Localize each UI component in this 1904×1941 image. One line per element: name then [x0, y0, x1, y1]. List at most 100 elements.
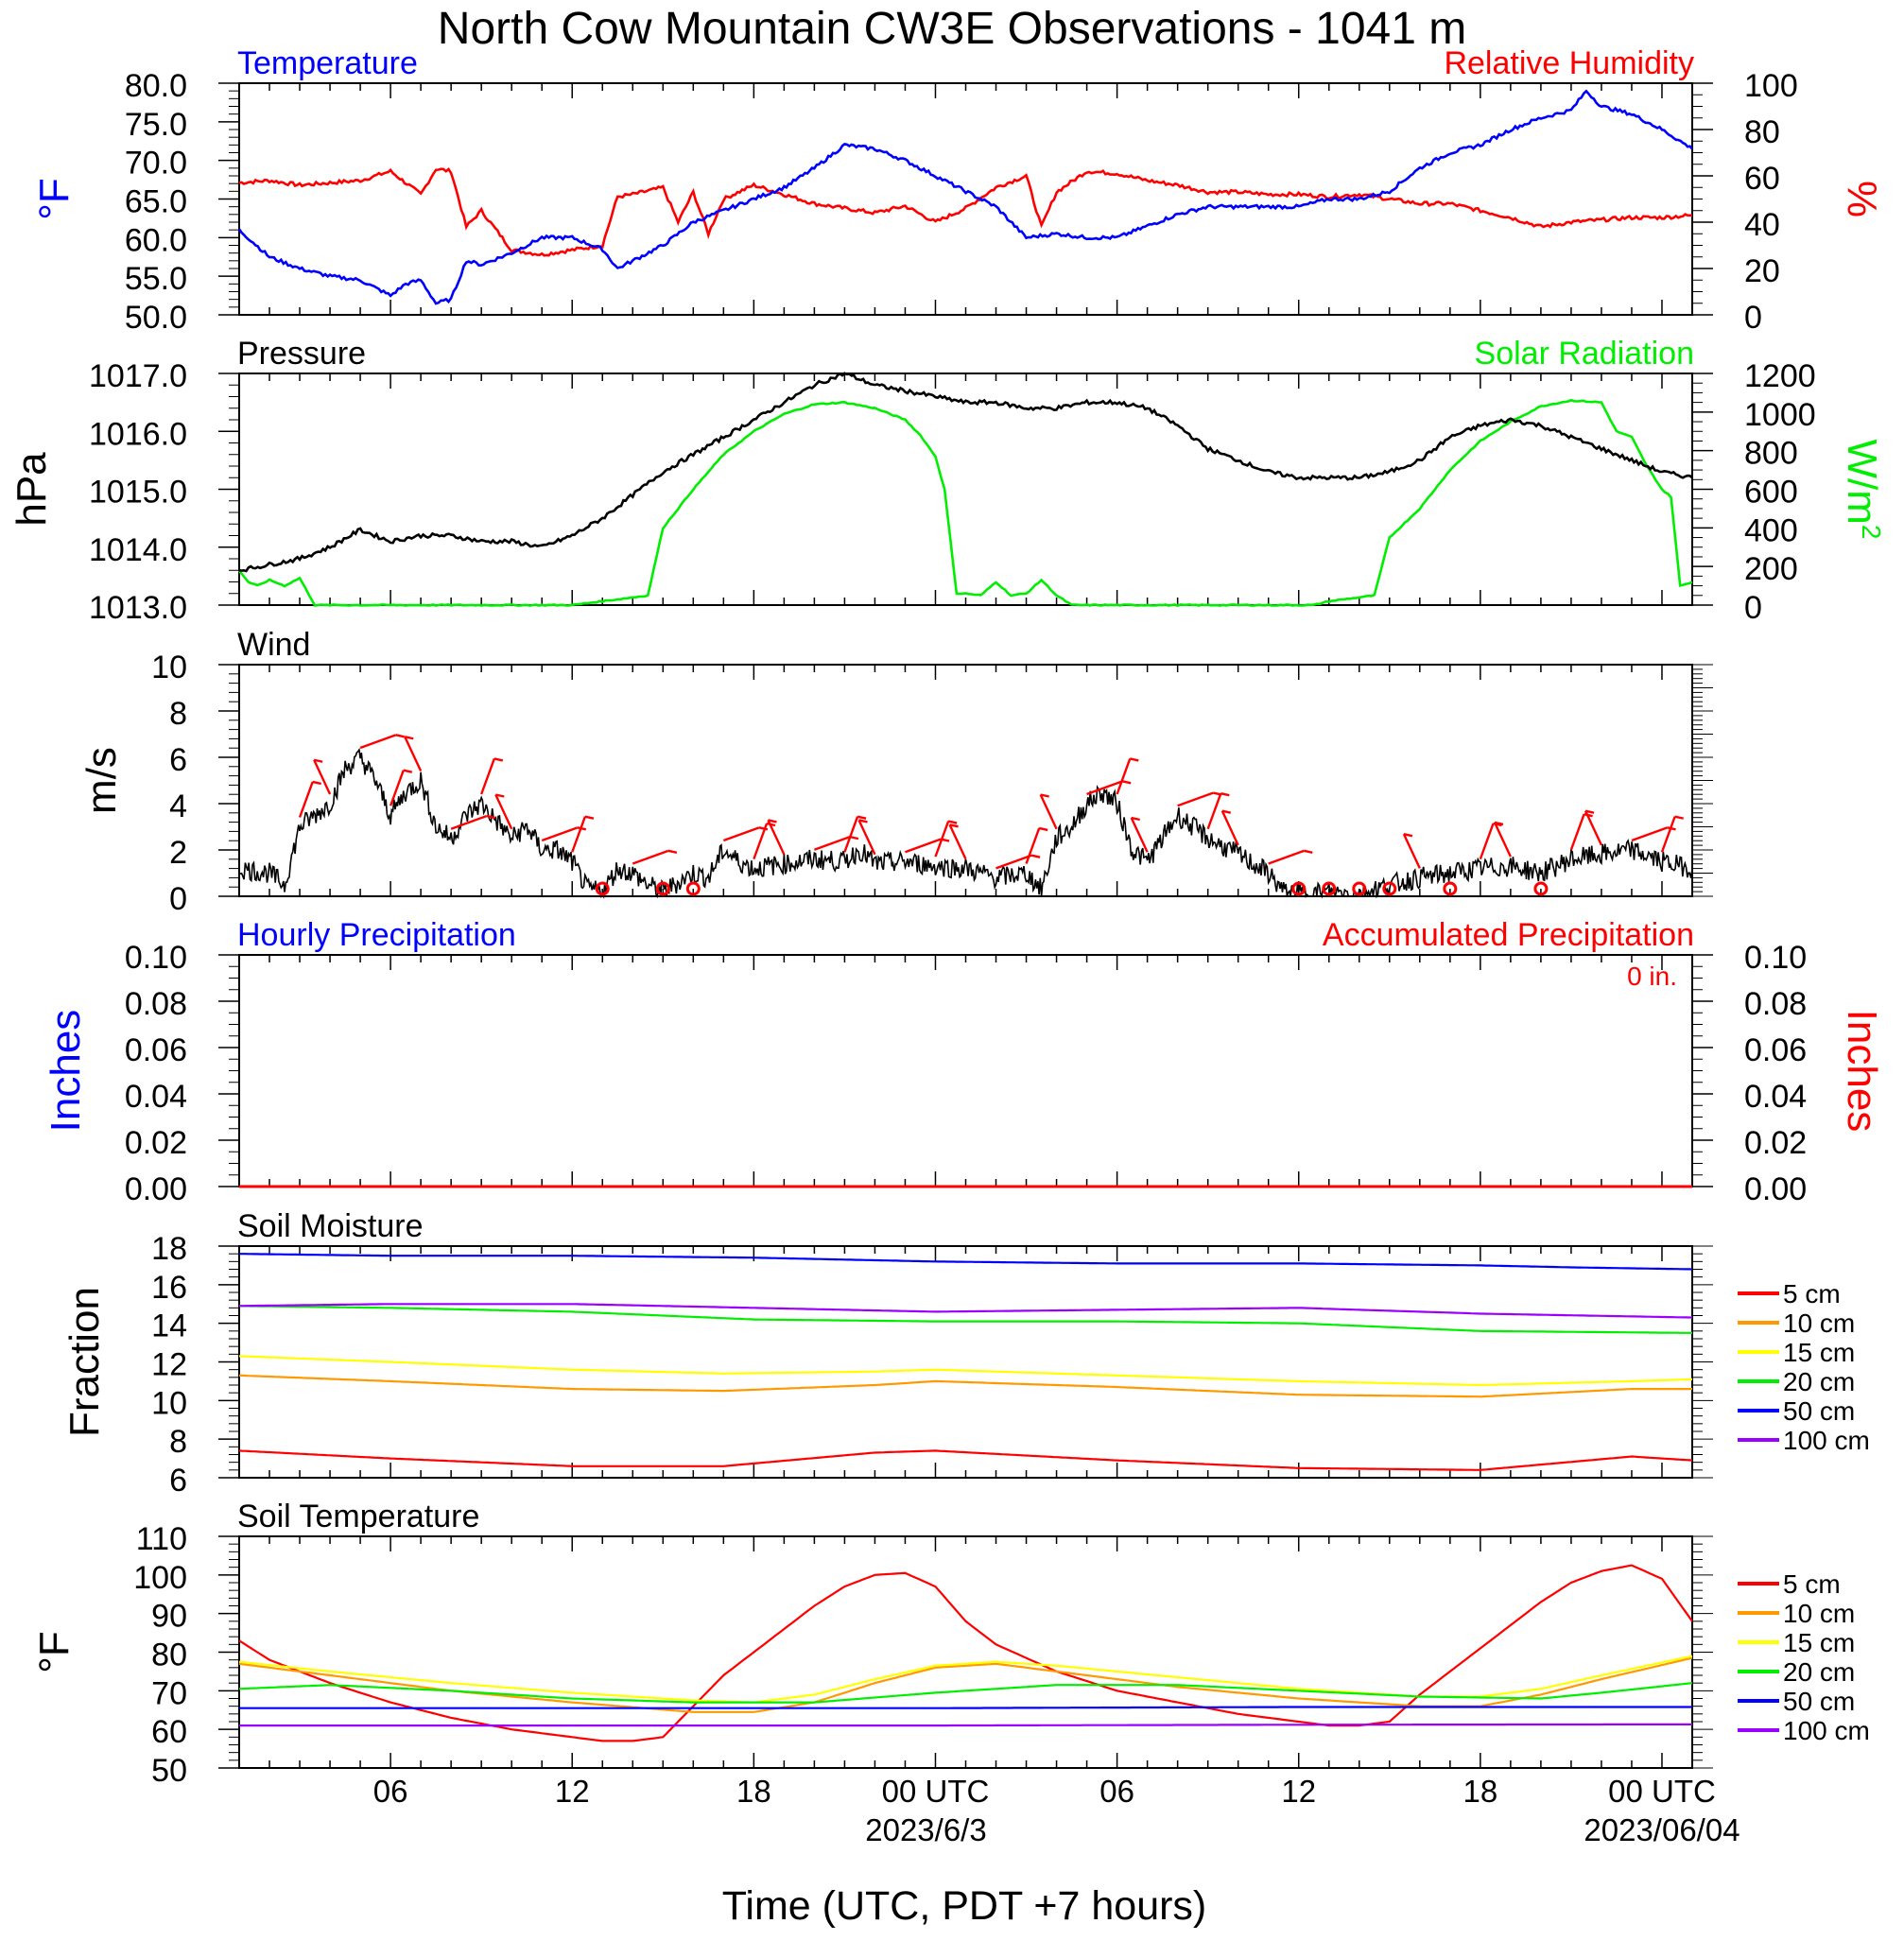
- soil-moisture-axis-tick-label: 6: [169, 1463, 187, 1499]
- soil-moisture-legend-label: 20 cm: [1783, 1367, 1855, 1396]
- wind-barb-flag: [758, 826, 769, 831]
- wind-barb: [1268, 849, 1305, 865]
- soil-moisture-axis-tick-label: 16: [151, 1270, 187, 1306]
- solar-axis-tick-label: 800: [1744, 436, 1798, 472]
- pressure-axis-label: hPa: [9, 452, 55, 527]
- soil-moisture-title: Soil Moisture: [237, 1208, 424, 1244]
- solar-title: Solar Radiation: [1475, 336, 1694, 372]
- soil-moisture-line-10cm: [238, 1374, 1692, 1398]
- solar-axis-tick-label: 0: [1744, 590, 1762, 626]
- accum-precip-title: Accumulated Precipitation: [1323, 917, 1694, 953]
- solar-axis-tick-label: 400: [1744, 512, 1798, 548]
- soil-temperature-axis-tick-label: 110: [136, 1521, 187, 1557]
- hourly-precip-axis-label: Inches: [43, 1010, 89, 1133]
- wind-barb-flag: [1494, 821, 1504, 826]
- wind-barb: [1086, 780, 1123, 796]
- soil-temperature-axis-tick-label: 70: [151, 1675, 187, 1711]
- wind-barb: [813, 835, 851, 851]
- humidity-axis-tick-label: 100: [1744, 68, 1798, 104]
- temperature-axis-tick-label: 55.0: [125, 261, 187, 297]
- wind-barb-flag: [1038, 826, 1048, 832]
- wind-barb: [753, 823, 769, 860]
- temperature-line: [237, 89, 1693, 305]
- wind-barb-flag: [1030, 854, 1041, 858]
- solar-axis-label: W/m2: [1839, 440, 1887, 540]
- wind-barb: [767, 819, 786, 856]
- wind-axis-tick-label: 8: [169, 696, 187, 732]
- solar-axis-tick-label: 1000: [1744, 397, 1816, 433]
- wind-barb: [857, 819, 876, 856]
- temperature-axis-tick-label: 80.0: [125, 68, 187, 104]
- wind-barb-flag: [403, 769, 413, 773]
- wind-barb: [494, 793, 513, 830]
- wind-barb: [1493, 822, 1512, 858]
- calm-wind-circle: [1443, 881, 1458, 896]
- wind-barb: [541, 826, 579, 842]
- soil-temperature-legend-label: 20 cm: [1783, 1657, 1855, 1687]
- accum-precip-axis-tick-label: 0.06: [1744, 1032, 1807, 1068]
- calm-wind-circle: [1382, 881, 1397, 896]
- wind-barb: [948, 823, 967, 860]
- temperature-axis-tick-label: 70.0: [125, 146, 187, 182]
- wind-barb-flag: [857, 815, 867, 820]
- soil-moisture-axis-label: Fraction: [61, 1287, 108, 1437]
- humidity-line: [238, 166, 1693, 257]
- wind-barb: [313, 759, 332, 795]
- wind-barb: [1220, 810, 1239, 846]
- wind-barb: [1631, 826, 1668, 842]
- wind-barb: [1479, 823, 1495, 860]
- soil-temperature-line-20cm: [238, 1682, 1693, 1704]
- x-tick-label: 12: [1281, 1774, 1316, 1809]
- x-tick-label: 00 UTC: [1608, 1774, 1716, 1809]
- humidity-axis-tick-label: 60: [1744, 161, 1780, 197]
- pressure-axis-tick-label: 1017.0: [89, 358, 187, 394]
- x-tick-label: 06: [373, 1774, 408, 1809]
- soil-temperature-title: Soil Temperature: [237, 1499, 479, 1534]
- humidity-title: Relative Humidity: [1444, 45, 1694, 81]
- wind-axis-tick-label: 10: [151, 650, 187, 685]
- wind-barb: [298, 781, 314, 818]
- soil-moisture-axis-tick-label: 14: [151, 1308, 187, 1344]
- wind-barb-flag: [849, 835, 859, 841]
- wind-barb: [404, 736, 423, 772]
- hourly-precip-axis-tick-label: 0.06: [125, 1032, 187, 1068]
- wind-barb-flag: [1403, 832, 1413, 838]
- x-date-label: 2023/6/3: [865, 1812, 986, 1847]
- x-tick-label: 06: [1099, 1774, 1134, 1809]
- calm-wind-circle: [685, 881, 701, 896]
- wind-barb: [1116, 758, 1132, 795]
- calm-wind-circle: [1533, 881, 1549, 896]
- solar-axis-tick-label: 200: [1744, 551, 1798, 587]
- hourly-precip-axis-tick-label: 0.00: [125, 1171, 187, 1207]
- temperature-humidity-panel: 50.055.060.065.070.075.080.0 0 20 40 60 80 100…: [31, 45, 1885, 336]
- solar-axis-tick-label: 600: [1744, 475, 1798, 511]
- solar-axis-label-exponent: 2: [1858, 525, 1887, 540]
- hourly-precip-axis-tick-label: 0.02: [125, 1125, 187, 1161]
- wind-barb-flag: [1221, 809, 1232, 814]
- humidity-axis-tick-label: 80: [1744, 114, 1780, 150]
- soil-moisture-line-5cm: [238, 1449, 1693, 1471]
- wind-axis-tick-label: 4: [169, 789, 187, 824]
- wind-barb-flag: [1304, 849, 1313, 854]
- soil-temperature-legend-label: 10 cm: [1783, 1599, 1855, 1628]
- hourly-precip-axis-tick-label: 0.04: [125, 1079, 187, 1115]
- hourly-precip-axis-tick-label: 0.08: [125, 986, 187, 1022]
- wind-barb: [1660, 816, 1676, 853]
- pressure-axis-tick-label: 1015.0: [89, 475, 187, 511]
- soil-temperature-axis-tick-label: 90: [151, 1599, 187, 1635]
- temperature-axis-label: °F: [31, 178, 78, 219]
- wind-barb: [1039, 793, 1058, 830]
- accum-precip-axis-tick-label: 0.00: [1744, 1171, 1807, 1207]
- figure-title: North Cow Mountain CW3E Observations - 1…: [438, 4, 1466, 54]
- pressure-solar-panel: 1013.0 1014.0 1015.0 1016.0 1017.0 0200400600…: [9, 336, 1887, 626]
- wind-barb-flag: [947, 820, 958, 824]
- soil-moisture-legend-label: 5 cm: [1783, 1279, 1841, 1308]
- wind-barb: [905, 838, 942, 854]
- soil-moisture-legend-label: 15 cm: [1783, 1338, 1855, 1367]
- wind-barb: [1206, 792, 1222, 830]
- wind-title: Wind: [237, 627, 310, 663]
- soil-moisture-legend-label: 100 cm: [1783, 1426, 1870, 1455]
